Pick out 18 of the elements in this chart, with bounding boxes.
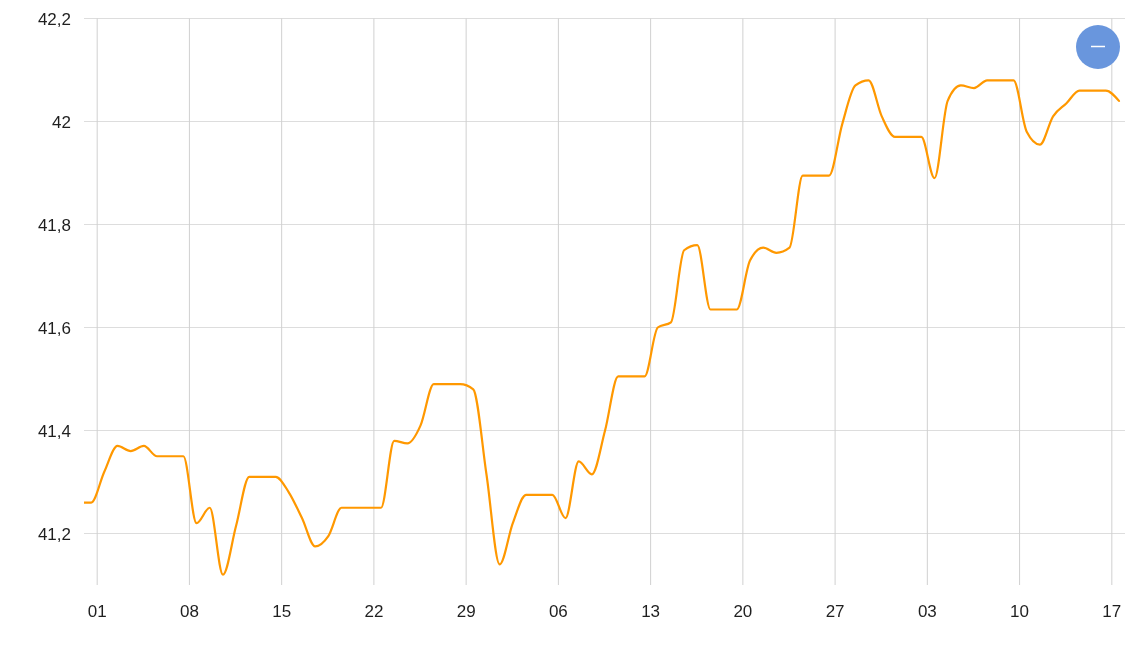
x-tick-label: 17 [1102,601,1122,621]
y-tick-label: 42,2 [37,9,71,28]
x-tick-label: 06 [548,601,568,621]
x-tick-label: 08 [179,601,199,621]
x-tick-label: 27 [825,601,845,621]
x-tick-label: 29 [456,601,476,621]
x-tick-label: 22 [364,601,384,621]
y-tick-label: 41,8 [37,215,71,234]
x-tick-label: 20 [733,601,753,621]
y-tick-label: 42 [52,112,71,131]
y-tick-label: 41,6 [37,318,71,337]
x-tick-label: 13 [641,601,661,621]
y-tick-label: 41,2 [37,524,71,543]
y-tick-label: 41,4 [37,421,71,440]
x-tick-label: 10 [1010,601,1030,621]
x-tick-label: 15 [272,601,292,621]
x-tick-label: 01 [87,601,107,621]
x-tick-label: 03 [917,601,937,621]
